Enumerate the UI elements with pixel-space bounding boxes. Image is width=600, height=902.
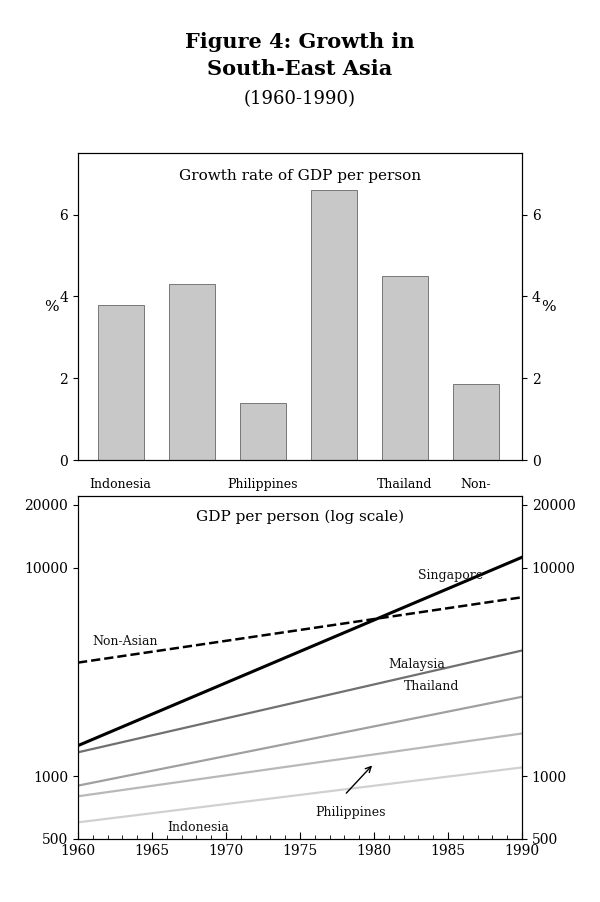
Text: Asian: Asian	[458, 500, 493, 513]
Text: Singapore: Singapore	[418, 569, 484, 582]
Text: Non-Asian: Non-Asian	[93, 635, 158, 649]
Text: Growth rate of GDP per person: Growth rate of GDP per person	[179, 169, 421, 183]
Text: Non-: Non-	[461, 478, 491, 492]
Y-axis label: %: %	[44, 299, 58, 314]
Text: Thailand: Thailand	[404, 680, 459, 693]
Bar	[453, 384, 499, 460]
Bar	[169, 284, 215, 460]
Text: Philippines: Philippines	[227, 478, 298, 492]
Bar	[382, 276, 428, 460]
Bar	[239, 403, 286, 460]
Text: Singapore: Singapore	[301, 500, 367, 513]
Text: GDP per person (log scale): GDP per person (log scale)	[196, 510, 404, 524]
Bar	[311, 190, 357, 460]
Bar	[98, 305, 144, 460]
Text: Indonesia: Indonesia	[89, 478, 152, 492]
Text: Thailand: Thailand	[377, 478, 433, 492]
Text: (1960-1990): (1960-1990)	[244, 90, 356, 108]
Text: Philippines: Philippines	[315, 805, 385, 819]
Text: Indonesia: Indonesia	[167, 821, 229, 833]
Y-axis label: %: %	[542, 299, 556, 314]
Text: Malaysia: Malaysia	[389, 658, 446, 671]
Text: Figure 4: Growth in: Figure 4: Growth in	[185, 32, 415, 51]
Text: Malaysia: Malaysia	[163, 500, 220, 513]
Text: South-East Asia: South-East Asia	[208, 59, 392, 78]
